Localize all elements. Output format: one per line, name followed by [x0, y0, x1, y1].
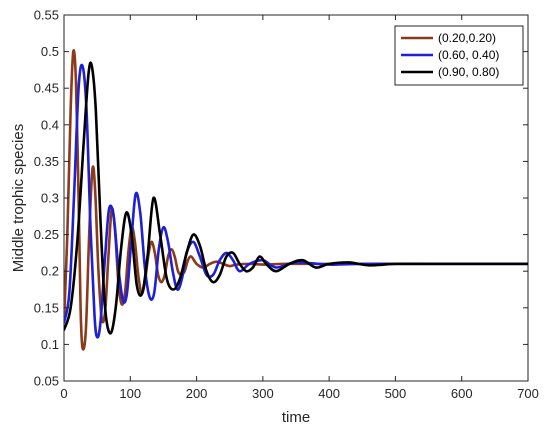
x-tick-label: 600 [451, 386, 473, 401]
y-tick-label: 0.2 [41, 264, 59, 279]
x-tick-label: 700 [517, 386, 539, 401]
y-tick-label: 0.45 [34, 81, 59, 96]
y-tick-label: 0.05 [34, 374, 59, 389]
y-axis-label: Middle trophic species [10, 124, 27, 272]
y-tick-label: 0.5 [41, 44, 59, 59]
legend-label-3: (0.90, 0.80) [438, 65, 499, 79]
y-tick-label: 0.1 [41, 337, 59, 352]
series-line-2 [64, 63, 528, 339]
x-tick-label: 0 [60, 386, 67, 401]
x-tick-label: 100 [119, 386, 141, 401]
legend-label-1: (0.20,0.20) [438, 31, 496, 45]
y-tick-label: 0.55 [34, 8, 59, 23]
x-axis-label: time [282, 409, 310, 426]
y-tick-label: 0.35 [34, 154, 59, 169]
series-layer [64, 49, 528, 351]
series-line-3 [64, 61, 528, 335]
legend: (0.20,0.20) (0.60, 0.40) (0.90, 0.80) [394, 25, 524, 86]
y-tick-label: 0.25 [34, 227, 59, 242]
legend-label-2: (0.60, 0.40) [438, 48, 499, 62]
x-tick-label: 400 [318, 386, 340, 401]
y-tick-label: 0.4 [41, 117, 59, 132]
y-tick-label: 0.15 [34, 300, 59, 315]
x-tick-label: 300 [252, 386, 274, 401]
y-tick-label: 0.3 [41, 191, 59, 206]
x-tick-label: 200 [186, 386, 208, 401]
ticks-layer: 0 100 200 300 400 500 600 700 0.05 0.1 0.15 0.2 0.25… [34, 8, 539, 402]
x-tick-label: 500 [385, 386, 407, 401]
